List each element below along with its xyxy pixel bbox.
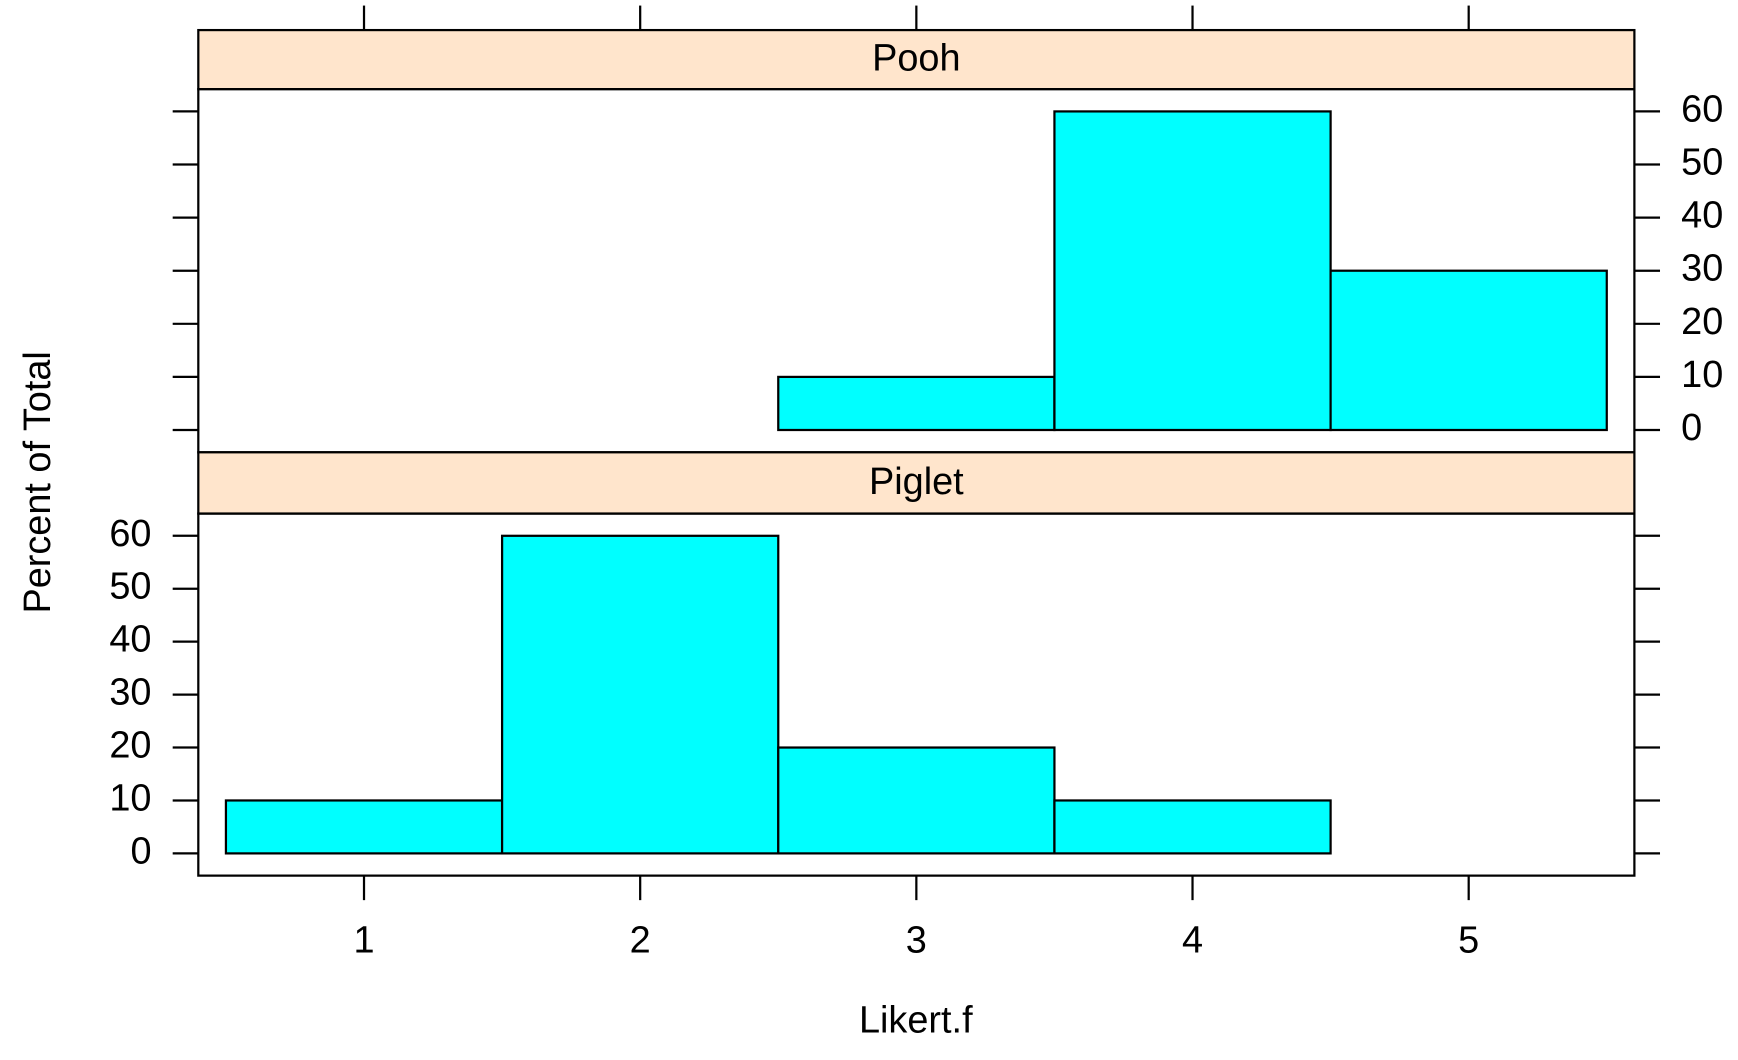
bar <box>777 746 1056 855</box>
y-tick-label: 50 <box>1681 142 1723 184</box>
y-tick-label: 60 <box>1681 88 1723 130</box>
x-tick-label: 4 <box>1182 919 1203 961</box>
y-tick-label: 30 <box>1681 248 1723 290</box>
y-tick-label: 0 <box>130 830 151 872</box>
panel-title: Pooh <box>872 38 960 80</box>
x-axis-label: Likert.f <box>859 1000 973 1042</box>
x-tick-label: 3 <box>906 919 927 961</box>
y-tick-label: 0 <box>1681 407 1702 449</box>
x-tick-label: 5 <box>1458 919 1479 961</box>
bar <box>1053 799 1332 855</box>
y-tick-label: 60 <box>109 513 151 555</box>
y-tick-label: 40 <box>1681 195 1723 237</box>
x-tick-label: 1 <box>353 919 374 961</box>
bar <box>224 799 504 855</box>
y-tick-label: 30 <box>109 672 151 714</box>
strip <box>197 28 1636 91</box>
y-tick-label: 10 <box>109 777 151 819</box>
y-tick-label: 40 <box>109 619 151 661</box>
bar <box>1329 269 1608 432</box>
y-tick-label: 50 <box>109 566 151 608</box>
y-axis-label: Percent of Total <box>17 351 59 613</box>
bar <box>777 375 1056 432</box>
panel-title: Piglet <box>869 461 964 503</box>
bar <box>1053 110 1332 432</box>
y-tick-label: 10 <box>1681 354 1723 396</box>
x-tick-label: 2 <box>630 919 651 961</box>
y-tick-label: 20 <box>1681 301 1723 343</box>
y-tick-label: 20 <box>109 725 151 767</box>
bar <box>500 534 780 855</box>
